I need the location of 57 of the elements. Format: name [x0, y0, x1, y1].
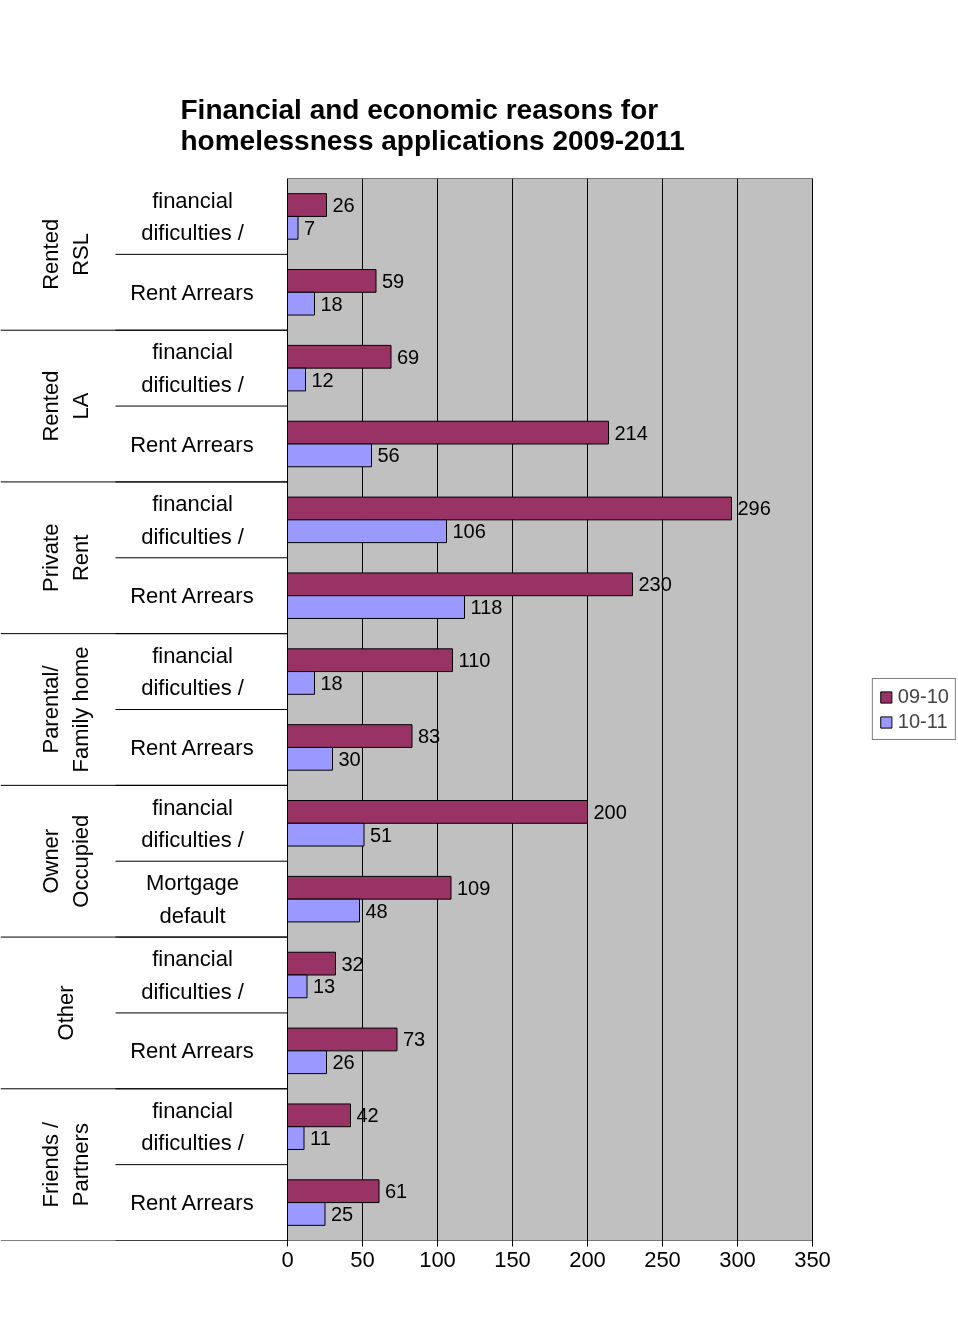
- data-label: 48: [365, 899, 388, 922]
- data-label: 26: [332, 1051, 355, 1074]
- text: Parental/ Family home: [38, 646, 93, 773]
- y-tick-label: financial dificulties /: [141, 946, 245, 1004]
- data-label: 56: [377, 444, 400, 467]
- y-tick-label: Rent Arrears: [130, 1190, 254, 1216]
- data-label: 12: [311, 368, 334, 391]
- data-label: 118: [470, 596, 503, 619]
- y-tick-label: financial dificulties /: [141, 794, 245, 853]
- y-tick-label: financial dificulties /: [141, 642, 245, 701]
- y-tick-label: financial dificulties /: [141, 491, 245, 549]
- data-label: 73: [403, 1028, 426, 1051]
- y-tick-label: Rent Arrears: [130, 583, 254, 609]
- text: Rented LA: [38, 370, 93, 442]
- text: Owner Occupied: [38, 814, 93, 908]
- y-tick-label: financial dificulties /: [141, 1097, 245, 1156]
- data-label: 11: [310, 1127, 331, 1150]
- x-tick-label: 0: [281, 1246, 294, 1272]
- legend-label: 09-10: [897, 685, 949, 708]
- data-label: 26: [332, 194, 355, 217]
- x-tick-label: 50: [350, 1246, 375, 1272]
- y-tick-label: Rent Arrears: [130, 431, 254, 457]
- y-tick-label: Rent Arrears: [130, 279, 254, 305]
- x-tick-label: 350: [794, 1246, 831, 1272]
- data-label: 59: [382, 269, 405, 292]
- x-tick-label: 150: [494, 1246, 531, 1272]
- data-label: 109: [457, 876, 491, 899]
- data-label: 32: [341, 952, 364, 975]
- text: Rented RSL: [38, 218, 93, 290]
- data-label: 18: [320, 292, 343, 315]
- text: Other: [53, 985, 78, 1041]
- x-tick-label: 200: [569, 1246, 606, 1272]
- data-label: 296: [737, 497, 771, 520]
- y-tick-label: Rent Arrears: [130, 734, 254, 760]
- x-tick-label: 250: [644, 1246, 681, 1272]
- y-tick-label: Rent Arrears: [130, 1038, 254, 1064]
- data-label: 25: [331, 1202, 354, 1225]
- data-label: 18: [320, 671, 343, 694]
- y-tick-label: Mortgage default: [146, 870, 239, 928]
- text: Private Rent: [38, 523, 93, 593]
- data-label: 200: [593, 800, 627, 823]
- x-tick-label: 100: [419, 1246, 456, 1272]
- data-label: 51: [370, 823, 393, 846]
- chart-title: Financial and economic reasons for homelessness applications 2009-2011: [180, 94, 685, 156]
- data-label: 13: [313, 975, 336, 998]
- data-label: 106: [452, 520, 486, 543]
- data-label: 69: [397, 345, 420, 368]
- text: Friends / Partners: [38, 1120, 93, 1208]
- data-label: 30: [338, 747, 361, 770]
- legend-label: 10-11: [897, 710, 948, 733]
- data-label: 214: [614, 421, 648, 444]
- y-tick-label: financial dificulties /: [141, 339, 245, 397]
- y-tick-label: financial dificulties /: [141, 187, 245, 246]
- data-label: 61: [385, 1180, 408, 1203]
- data-label: 7: [304, 216, 316, 239]
- data-label: 110: [458, 649, 491, 672]
- x-tick-label: 300: [719, 1246, 756, 1272]
